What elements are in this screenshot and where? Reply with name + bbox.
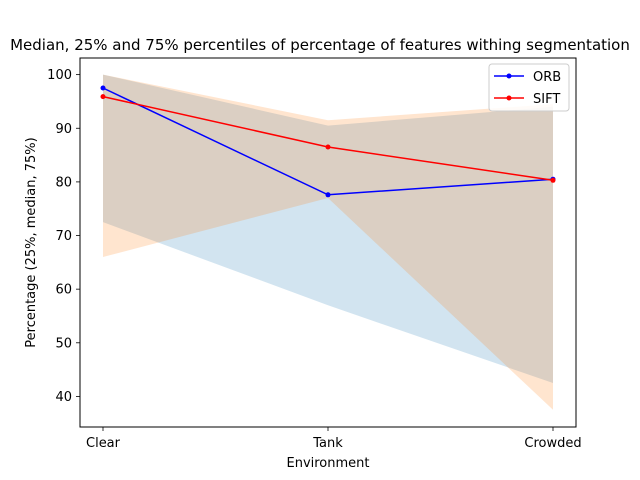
point-sift-crowded	[550, 177, 556, 183]
y-tick-label: 80	[55, 175, 72, 190]
legend-marker-sift	[506, 95, 512, 101]
point-sift-clear	[100, 94, 106, 100]
y-tick-label: 70	[55, 229, 72, 244]
y-tick-label: 100	[47, 68, 72, 83]
y-tick-label: 50	[55, 336, 72, 351]
point-orb-tank	[325, 192, 331, 198]
median-lines	[100, 85, 556, 198]
chart-title: Median, 25% and 75% percentiles of perce…	[10, 36, 630, 54]
x-tick-label: Clear	[86, 436, 121, 451]
x-tick-label: Tank	[312, 436, 343, 451]
legend-label-orb: ORB	[533, 70, 561, 85]
y-axis-ticks: 40 50 60 70 80 90 100	[47, 68, 80, 405]
band-orb	[103, 74, 553, 383]
y-tick-label: 40	[55, 390, 72, 405]
percentile-bands	[103, 74, 553, 410]
y-axis-label: Percentage (25%, median, 75%)	[24, 137, 39, 347]
y-tick-label: 60	[55, 283, 72, 298]
y-tick-label: 90	[55, 122, 72, 137]
legend-label-sift: SIFT	[533, 92, 560, 107]
point-sift-tank	[325, 144, 331, 150]
legend: ORB SIFT	[488, 63, 570, 112]
point-orb-clear	[100, 85, 106, 91]
x-tick-label: Crowded	[524, 436, 581, 451]
band-sift	[103, 74, 553, 410]
x-axis-label: Environment	[286, 456, 369, 471]
x-axis-ticks: Clear Tank Crowded	[86, 427, 582, 451]
legend-marker-orb	[506, 73, 512, 79]
